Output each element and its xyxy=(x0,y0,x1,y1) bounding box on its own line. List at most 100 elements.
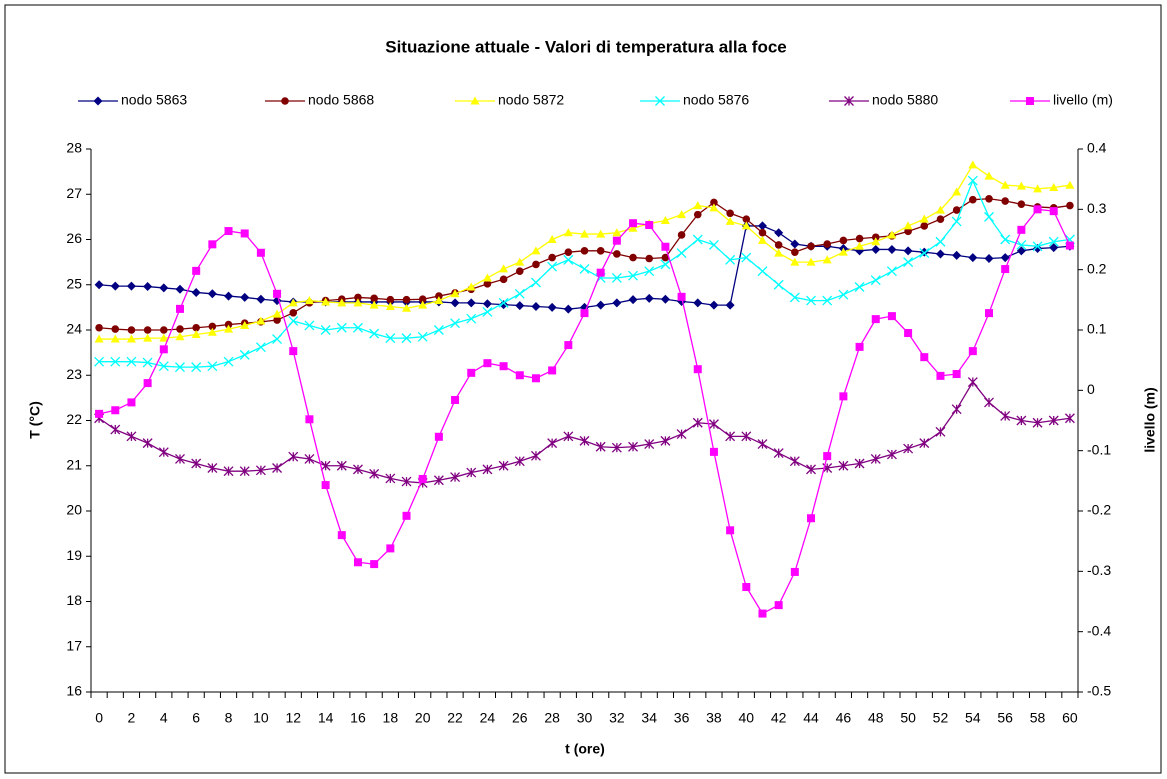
x-tick-label: 48 xyxy=(868,710,884,726)
marker xyxy=(871,233,880,242)
marker xyxy=(692,234,703,245)
marker xyxy=(434,296,444,305)
marker xyxy=(175,332,185,341)
marker xyxy=(693,365,702,374)
marker xyxy=(564,248,573,256)
legend-label: nodo 5868 xyxy=(308,92,374,108)
marker xyxy=(660,215,670,224)
marker xyxy=(968,253,978,263)
marker xyxy=(655,96,665,106)
marker xyxy=(580,309,589,318)
marker xyxy=(110,424,121,435)
marker xyxy=(175,454,185,464)
marker xyxy=(725,431,736,442)
marker xyxy=(807,242,815,251)
marker xyxy=(175,304,184,313)
marker xyxy=(645,254,654,263)
marker xyxy=(725,300,735,310)
marker xyxy=(710,198,718,207)
x-tick-label: 34 xyxy=(641,710,657,726)
marker xyxy=(773,279,784,290)
marker xyxy=(433,325,444,335)
marker xyxy=(159,283,169,293)
marker xyxy=(774,601,783,610)
marker xyxy=(336,322,347,333)
marker xyxy=(272,334,283,345)
marker xyxy=(580,229,589,238)
legend-item: livello (m) xyxy=(1010,92,1113,108)
marker xyxy=(758,228,767,237)
marker xyxy=(935,249,945,259)
x-tick-label: 10 xyxy=(253,710,269,726)
marker xyxy=(967,377,978,387)
y2-axis-label: livello (m) xyxy=(1142,387,1158,452)
marker xyxy=(871,315,880,324)
marker xyxy=(1016,181,1026,190)
marker xyxy=(273,316,281,324)
marker xyxy=(613,250,621,258)
marker xyxy=(887,230,897,239)
marker xyxy=(531,301,541,311)
marker xyxy=(855,241,865,250)
marker xyxy=(838,289,849,300)
marker xyxy=(240,229,249,238)
marker xyxy=(628,270,639,281)
marker xyxy=(192,266,201,275)
marker xyxy=(353,322,363,333)
marker xyxy=(936,371,945,380)
marker xyxy=(369,300,379,309)
marker xyxy=(385,473,396,484)
marker xyxy=(708,419,719,430)
marker xyxy=(708,239,719,250)
marker xyxy=(483,280,492,288)
marker xyxy=(968,347,977,356)
marker xyxy=(498,297,509,308)
marker xyxy=(919,214,929,223)
x-tick-label: 6 xyxy=(192,710,200,726)
marker xyxy=(402,295,411,304)
y-tick-label: 24 xyxy=(66,321,82,337)
marker xyxy=(466,313,477,324)
y-tick-label: 26 xyxy=(66,230,82,246)
marker xyxy=(968,160,978,169)
legend-item: nodo 5868 xyxy=(265,92,374,108)
marker xyxy=(1065,241,1074,250)
marker xyxy=(110,334,120,343)
y-tick-label: 25 xyxy=(66,275,82,291)
marker xyxy=(353,558,362,567)
marker xyxy=(401,333,412,344)
marker xyxy=(984,211,994,222)
marker xyxy=(920,353,929,362)
y-tick-label: 19 xyxy=(66,547,82,563)
marker xyxy=(677,231,686,239)
marker xyxy=(482,299,492,309)
x-tick-label: 52 xyxy=(933,710,949,726)
marker xyxy=(693,298,703,308)
marker xyxy=(661,253,670,262)
marker xyxy=(337,531,346,540)
marker xyxy=(369,328,380,339)
marker xyxy=(499,362,508,371)
marker xyxy=(208,322,217,331)
marker xyxy=(660,435,671,446)
legend-label: nodo 5880 xyxy=(872,92,938,108)
y2-tick-label: 0 xyxy=(1087,381,1095,397)
y-tick-label: 16 xyxy=(66,683,82,699)
marker xyxy=(855,234,864,243)
marker xyxy=(789,292,800,303)
marker xyxy=(693,201,703,210)
marker xyxy=(143,282,153,292)
marker xyxy=(159,333,169,342)
marker xyxy=(482,273,492,282)
marker xyxy=(855,342,864,351)
marker xyxy=(304,320,315,331)
marker xyxy=(774,248,784,257)
marker xyxy=(726,209,734,218)
marker xyxy=(579,435,590,446)
marker xyxy=(126,334,136,343)
x-tick-label: 22 xyxy=(447,710,463,726)
x-tick-label: 0 xyxy=(95,710,103,726)
marker xyxy=(434,432,443,441)
marker xyxy=(676,429,687,440)
marker xyxy=(839,392,848,401)
